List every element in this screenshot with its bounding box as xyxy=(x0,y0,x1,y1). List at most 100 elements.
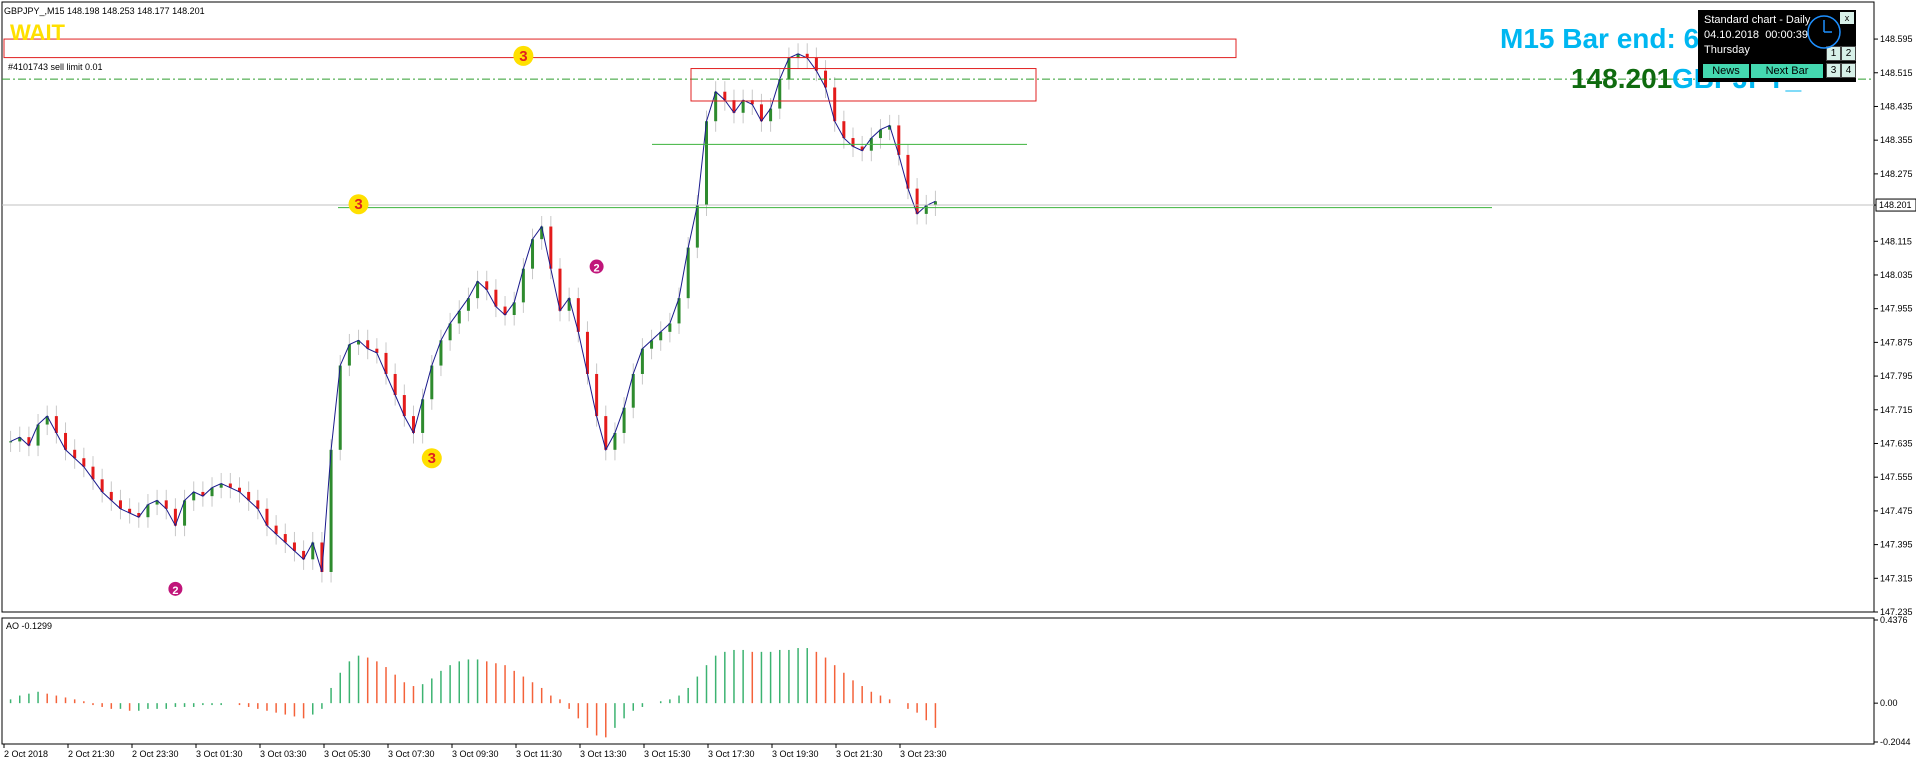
bull-candle xyxy=(9,441,13,443)
bear-candle xyxy=(549,226,553,269)
time-tick-label: 3 Oct 09:30 xyxy=(452,749,499,759)
time-tick-label: 3 Oct 01:30 xyxy=(196,749,243,759)
bull-candle xyxy=(668,323,672,332)
bull-candle xyxy=(622,407,626,433)
bear-candle xyxy=(750,100,754,105)
bear-candle xyxy=(384,352,388,374)
bear-candle xyxy=(851,138,855,147)
red-rectangle xyxy=(3,38,1237,59)
bull-candle xyxy=(695,205,699,248)
bear-candle xyxy=(256,500,260,509)
panel-button-1[interactable]: 1 xyxy=(1826,46,1841,61)
bear-candle xyxy=(73,449,77,459)
panel-date-text: 04.10.2018 xyxy=(1704,29,1760,41)
bull-candle xyxy=(146,504,150,518)
price-line xyxy=(10,53,936,573)
bear-candle xyxy=(137,513,141,518)
panel-button-4[interactable]: 4 xyxy=(1841,63,1856,78)
bear-candle xyxy=(302,550,306,560)
bear-candle xyxy=(173,508,177,526)
bull-candle xyxy=(531,239,535,269)
price-tick-label: 147.955 xyxy=(1880,304,1913,314)
bear-candle xyxy=(265,508,269,526)
panel-day: Thursday xyxy=(1704,44,1750,56)
price-tick-label: 147.635 xyxy=(1880,438,1913,448)
bear-candle xyxy=(503,306,507,315)
bull-candle xyxy=(439,340,443,366)
bear-candle xyxy=(274,525,278,535)
bear-candle xyxy=(558,268,562,311)
time-tick-label: 3 Oct 05:30 xyxy=(324,749,371,759)
panel-button-2[interactable]: 2 xyxy=(1841,46,1856,61)
standard-chart-panel: Standard chart - Daily 04.10.2018 00:00:… xyxy=(1698,10,1856,82)
bull-candle xyxy=(705,121,708,206)
ao-title: AO -0.1299 xyxy=(6,621,52,631)
time-tick-label: 2 Oct 2018 xyxy=(4,749,48,759)
bull-candle xyxy=(631,373,635,408)
bull-candle xyxy=(466,298,470,311)
bull-candle xyxy=(933,201,937,206)
price-tick-label: 148.515 xyxy=(1880,68,1913,78)
price-tick-label: 148.595 xyxy=(1880,34,1913,44)
bull-candle xyxy=(430,365,434,400)
price-tick-label: 148.275 xyxy=(1880,169,1913,179)
bull-candle xyxy=(521,268,525,303)
time-tick-label: 3 Oct 15:30 xyxy=(644,749,691,759)
bull-candle xyxy=(338,365,342,450)
bear-candle xyxy=(366,340,370,349)
bull-candle xyxy=(714,91,718,122)
bull-candle xyxy=(357,340,361,345)
marker-label: 3 xyxy=(428,450,436,467)
marker-circle xyxy=(421,448,442,469)
current-price-box xyxy=(1875,198,1916,212)
bull-candle xyxy=(677,298,681,324)
bull-candle xyxy=(219,483,223,488)
bear-candle xyxy=(375,348,379,353)
close-icon[interactable]: x xyxy=(1840,12,1854,24)
panel-time-text: 00:00:39 xyxy=(1765,29,1809,41)
bull-candle xyxy=(512,302,516,315)
bull-candle xyxy=(329,449,333,572)
bear-candle xyxy=(100,479,104,492)
ao-tick-label: -0.2044 xyxy=(1880,737,1911,747)
bear-candle xyxy=(814,58,818,71)
price-tick-label: 148.115 xyxy=(1880,236,1912,246)
time-tick-label: 3 Oct 11:30 xyxy=(516,749,562,759)
main-price-pane xyxy=(9,43,937,583)
bull-candle xyxy=(421,399,425,433)
bull-candle xyxy=(192,491,196,501)
symbol-info: GBPJPY_,M15 148.198 148.253 148.177 148.… xyxy=(4,6,205,16)
bear-candle xyxy=(64,432,68,450)
time-tick-label: 2 Oct 23:30 xyxy=(132,749,179,759)
bear-candle xyxy=(595,373,599,417)
price-tick-label: 148.355 xyxy=(1880,135,1913,145)
order-label: #4101743 sell limit 0.01 xyxy=(8,62,103,72)
current-price-label: 148.201 xyxy=(1879,200,1912,210)
bear-candle xyxy=(723,91,727,101)
bear-candle xyxy=(906,154,910,189)
bull-candle xyxy=(659,331,663,341)
ao-pane-frame xyxy=(1,617,1875,745)
marker-label: 3 xyxy=(519,48,527,65)
price-tick-label: 147.235 xyxy=(1880,607,1913,617)
bear-candle xyxy=(201,491,205,497)
bull-candle xyxy=(311,542,315,560)
bear-candle xyxy=(732,100,736,113)
next-bar-button[interactable]: Next Bar xyxy=(1750,63,1824,79)
bull-candle xyxy=(796,53,800,59)
time-tick-label: 3 Oct 21:30 xyxy=(836,749,883,759)
panel-button-3[interactable]: 3 xyxy=(1826,63,1841,78)
bull-candle xyxy=(613,432,617,450)
price-tick-label: 147.715 xyxy=(1880,405,1913,415)
bear-candle xyxy=(82,458,86,467)
bear-candle xyxy=(54,416,58,433)
bear-candle xyxy=(118,500,122,509)
news-button[interactable]: News xyxy=(1702,63,1750,79)
bear-candle xyxy=(164,500,168,509)
bear-candle xyxy=(842,121,846,139)
bull-candle xyxy=(640,348,644,374)
bull-candle xyxy=(18,437,22,442)
bear-candle xyxy=(485,281,489,290)
